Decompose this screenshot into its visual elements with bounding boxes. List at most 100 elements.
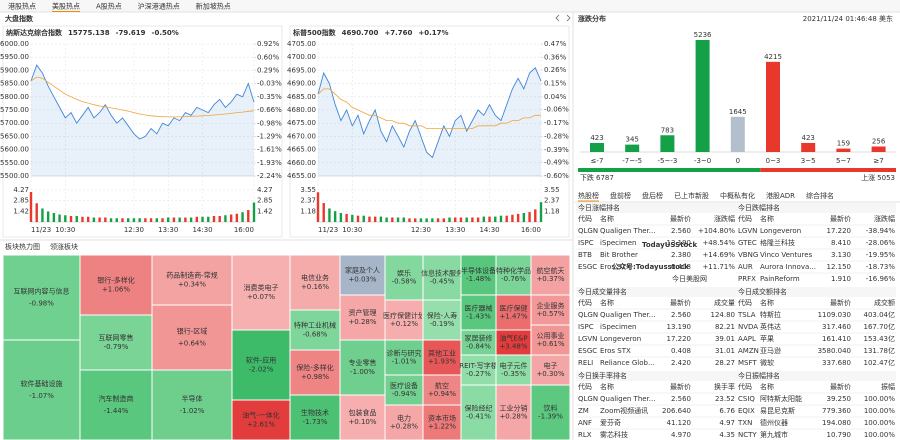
table-cell[interactable]: LGVN xyxy=(738,227,757,235)
heatmap-cell[interactable] xyxy=(530,354,571,386)
table-cell[interactable]: VBNG xyxy=(738,251,758,259)
heatmap-cell[interactable] xyxy=(2,339,81,440)
heatmap-cell[interactable] xyxy=(384,404,424,440)
ranking-tab[interactable]: 港股ADR xyxy=(766,191,795,200)
top-tab[interactable]: A股热点 xyxy=(96,2,122,11)
heatmap-cell[interactable] xyxy=(530,324,571,356)
ranking-tab[interactable]: 盘前榜 xyxy=(610,191,631,200)
heatmap-cell[interactable] xyxy=(495,384,532,440)
table-cell: 131.78亿 xyxy=(864,346,896,355)
nav-arrows[interactable] xyxy=(555,14,571,22)
table-cell[interactable]: AUR xyxy=(738,263,753,271)
heatmap-cell[interactable] xyxy=(289,254,341,311)
table-cell: 102.47亿 xyxy=(864,358,896,367)
heatmap-cell[interactable] xyxy=(460,354,497,386)
heatmap-cell[interactable] xyxy=(530,384,571,440)
ranking-tab[interactable]: 已上市新股 xyxy=(674,191,709,200)
top-tab[interactable]: 沪深港通热点 xyxy=(138,2,180,11)
heatmap-cell[interactable] xyxy=(460,384,497,440)
table-cell[interactable]: BTB xyxy=(578,251,592,259)
heatmap-cell[interactable] xyxy=(289,309,341,351)
heatmap-cell[interactable] xyxy=(231,254,291,331)
heatmap-cell[interactable] xyxy=(384,299,424,341)
heatmap-cell[interactable] xyxy=(422,404,462,440)
table-cell: 苹果 xyxy=(760,334,774,343)
table-cell[interactable]: MSFT xyxy=(738,359,757,367)
sector-name: REIT-写字楼 xyxy=(459,361,498,370)
heatmap-cell[interactable] xyxy=(79,369,153,440)
heatmap-cell[interactable] xyxy=(422,254,462,301)
heatmap-cell[interactable] xyxy=(151,254,233,306)
table-cell[interactable]: EQIX xyxy=(738,407,755,415)
heatmap-cell[interactable] xyxy=(289,349,341,396)
volume-bar xyxy=(476,217,480,222)
table-cell: 易昆尼克斯 xyxy=(760,406,795,415)
table-cell[interactable]: GTEC xyxy=(738,239,757,247)
heatmap-cell[interactable] xyxy=(530,254,571,296)
table-cell[interactable]: RLX xyxy=(578,431,592,439)
table-cell: 6.76 xyxy=(719,407,735,415)
volume-bar xyxy=(356,215,360,222)
ranking-tab[interactable]: 热股榜 xyxy=(578,191,599,200)
table-cell[interactable]: QLGN xyxy=(578,395,598,403)
top-tab[interactable]: 港股热点 xyxy=(8,2,36,11)
table-cell[interactable]: ISPC xyxy=(578,239,594,247)
table-cell[interactable]: ESGC xyxy=(578,263,597,271)
table-cell[interactable]: ESGC xyxy=(578,347,597,355)
column-header: 最新价 xyxy=(670,382,691,391)
heatmap-cell[interactable] xyxy=(422,299,462,341)
table-cell[interactable]: NVDA xyxy=(738,323,758,331)
volume-bar xyxy=(385,217,388,222)
heatmap-cell[interactable] xyxy=(231,329,291,401)
heatmap-cell[interactable] xyxy=(460,294,497,331)
heatmap-cell[interactable] xyxy=(151,304,233,371)
heatmap-cell[interactable] xyxy=(495,354,532,386)
sector-change: -1.73% xyxy=(303,418,328,426)
heatmap-tab[interactable]: 板块热力图 xyxy=(5,242,40,251)
top-tab[interactable]: 新加坡热点 xyxy=(196,2,231,11)
table-cell[interactable]: RELI xyxy=(578,359,593,367)
ranking-tab[interactable]: 中概私有化 xyxy=(720,191,755,200)
ranking-tab[interactable]: 综合排名 xyxy=(806,191,834,200)
heatmap-cell[interactable] xyxy=(289,394,341,440)
table-cell[interactable]: PRFX xyxy=(738,275,756,283)
heatmap-cell[interactable] xyxy=(339,394,386,440)
volume-bar xyxy=(379,216,383,222)
y2-tick-label: -0.35% xyxy=(257,93,282,101)
sector-name: 互联网零售 xyxy=(99,333,134,342)
table-cell[interactable]: NCTY xyxy=(738,431,757,439)
ranking-tab[interactable]: 盘后榜 xyxy=(642,191,663,200)
table-cell[interactable]: ANF xyxy=(578,419,592,427)
table-cell[interactable]: CSIQ xyxy=(738,395,755,403)
table-cell[interactable]: QLGN xyxy=(578,227,598,235)
table-cell[interactable]: AMZN xyxy=(738,347,759,355)
table-cell[interactable]: TSLA xyxy=(737,311,756,319)
table-cell[interactable]: AAPL xyxy=(738,335,756,343)
table-cell: 28.27 xyxy=(715,359,735,367)
table-cell[interactable]: TXN xyxy=(737,419,752,427)
heatmap-cell[interactable] xyxy=(2,254,81,341)
table-cell[interactable]: ZM xyxy=(578,407,589,415)
heatmap-cell[interactable] xyxy=(422,374,462,406)
heatmap-cell[interactable] xyxy=(460,329,497,356)
table-cell[interactable]: QLGN xyxy=(578,311,598,319)
x-tick-label: ≥7 xyxy=(873,157,883,165)
heatmap-cell[interactable] xyxy=(151,369,233,440)
quote-price: 15775.138 xyxy=(68,29,110,37)
top-tab[interactable]: 美股热点 xyxy=(52,2,80,11)
sector-change: +0.37% xyxy=(536,275,564,283)
heatmap-cell[interactable] xyxy=(495,294,532,331)
bar-value-label: 159 xyxy=(837,140,850,148)
heatmap-tab[interactable]: 领涨板块 xyxy=(50,242,78,251)
volume-bar xyxy=(98,217,101,222)
volume-bar xyxy=(155,218,158,222)
column-header: 涨跌幅 xyxy=(874,214,895,223)
sector-name: 汽车制造商 xyxy=(99,394,134,403)
bar-value-label: 423 xyxy=(802,134,815,142)
table-cell: 阿特斯太阳能 xyxy=(760,394,802,403)
table-cell[interactable]: LGVN xyxy=(578,335,597,343)
volume-bar xyxy=(459,217,463,222)
heatmap-cell[interactable] xyxy=(530,294,571,326)
sector-change: -1.48% xyxy=(466,275,491,283)
table-cell[interactable]: ISPC xyxy=(578,323,594,331)
